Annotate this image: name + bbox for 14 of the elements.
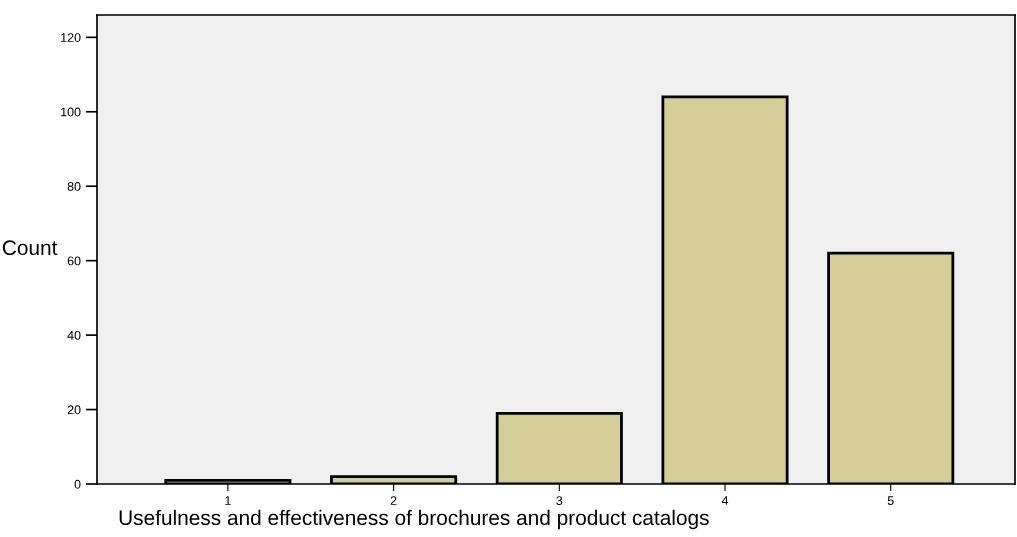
x-axis-title: Usefulness and effectiveness of brochures and product catalogs <box>119 509 709 530</box>
x-tick-label: 5 <box>887 496 894 505</box>
y-tick-label: 0 <box>74 479 81 489</box>
x-tick-label: 2 <box>390 496 397 505</box>
x-tick-label: 1 <box>225 496 231 505</box>
y-tick-label: 120 <box>61 33 81 42</box>
y-tick-label: 80 <box>67 182 81 191</box>
y-tick-label: 20 <box>67 405 81 415</box>
x-tick-label: 4 <box>721 496 729 505</box>
y-axis-title: Count <box>2 240 58 256</box>
y-tick-label: 100 <box>61 107 81 117</box>
y-tick-label: 40 <box>67 330 81 340</box>
x-tick-label: 3 <box>556 496 563 505</box>
y-tick-label: 60 <box>67 256 81 266</box>
